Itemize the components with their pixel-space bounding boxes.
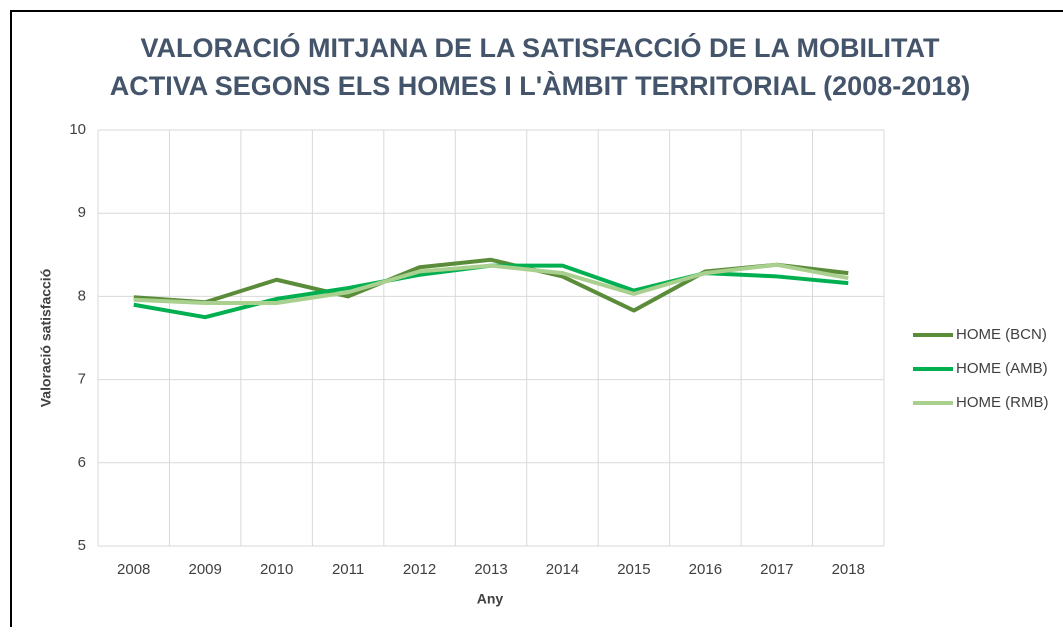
legend-label: HOME (RMB) [956, 394, 1049, 411]
y-tick-label: 10 [69, 121, 86, 138]
x-tick-label: 2017 [760, 561, 793, 578]
x-tick-label: 2013 [474, 561, 507, 578]
x-tick-label: 2010 [260, 561, 293, 578]
legend-label: HOME (AMB) [956, 360, 1048, 377]
x-tick-label: 2012 [403, 561, 436, 578]
legend-label: HOME (BCN) [956, 326, 1047, 343]
x-tick-label: 2011 [332, 561, 364, 578]
x-tick-label: 2018 [832, 561, 865, 578]
chart-title: VALORACIÓ MITJANA DE LA SATISFACCIÓ DE L… [141, 32, 940, 63]
y-tick-label: 9 [78, 204, 86, 221]
y-tick-label: 7 [78, 371, 86, 388]
chart-frame [10, 10, 1063, 632]
y-axis-label: Valoració satisfacció [38, 269, 54, 408]
y-tick-label: 6 [78, 454, 86, 471]
chart-title: ACTIVA SEGONS ELS HOMES I L'ÀMBIT TERRIT… [110, 70, 971, 101]
y-tick-label: 8 [78, 287, 86, 304]
x-tick-label: 2015 [617, 561, 650, 578]
x-tick-label: 2008 [117, 561, 150, 578]
x-tick-label: 2016 [689, 561, 722, 578]
x-tick-label: 2014 [546, 561, 579, 578]
x-axis-label: Any [477, 591, 504, 607]
y-tick-label: 5 [78, 537, 86, 554]
x-tick-label: 2009 [188, 561, 221, 578]
line-series [133, 262, 849, 306]
